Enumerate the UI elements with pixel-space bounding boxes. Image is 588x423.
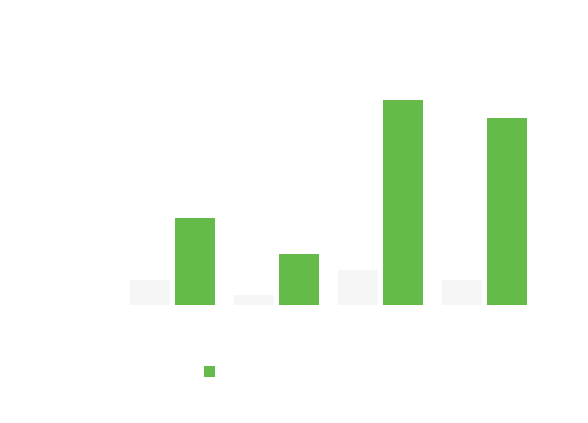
legend-swatch [204,366,215,377]
bar [175,218,215,305]
bar [487,118,527,305]
bar [279,254,319,305]
bar [130,280,170,305]
bar [234,295,274,305]
bar [442,280,482,305]
bar [383,100,423,305]
bar [338,270,378,305]
